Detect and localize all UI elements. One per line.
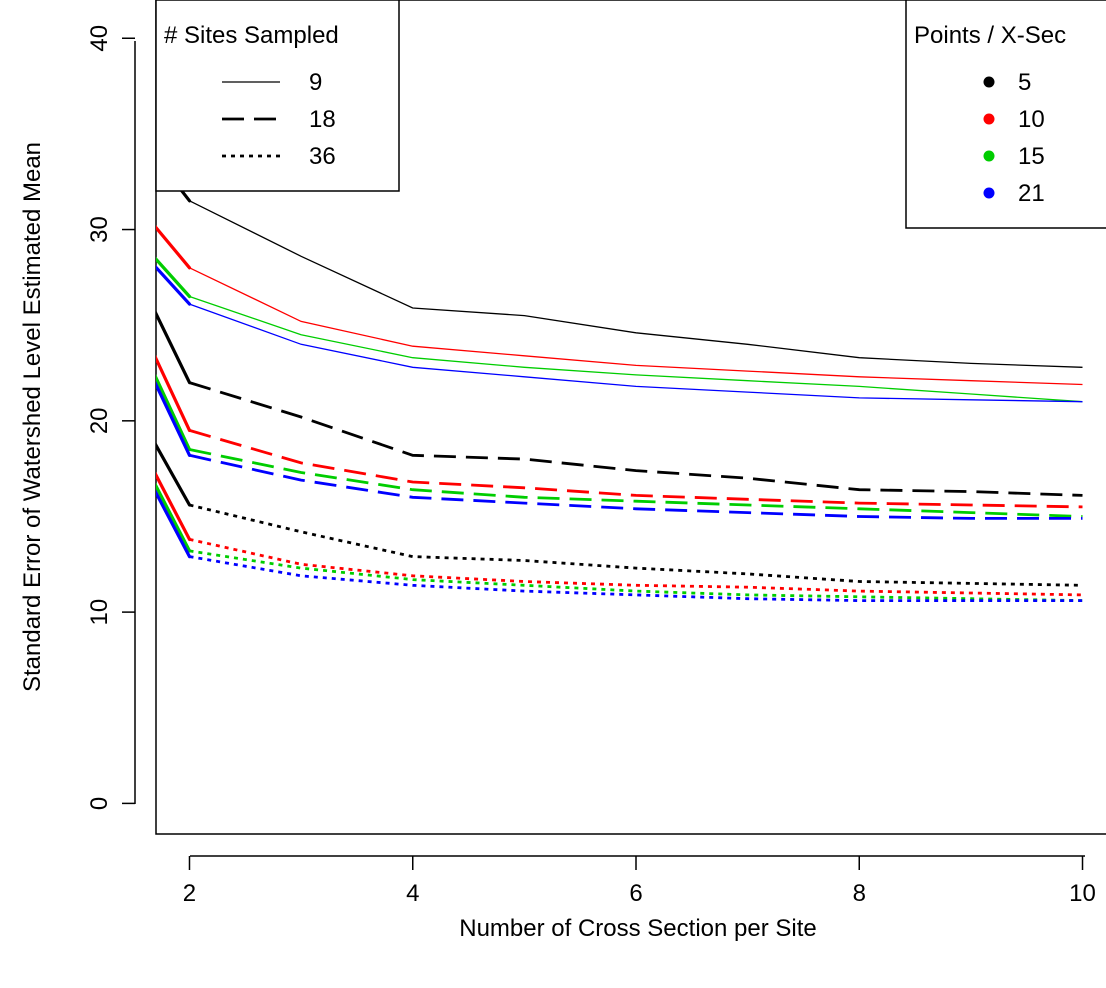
series-sites-18-points-21 [156,380,1083,520]
legend-points-box [905,0,1106,229]
legend-sites: # Sites Sampled 9 18 36 [155,0,400,192]
series-initial-segment [156,373,192,452]
legend-sites-title: # Sites Sampled [164,22,339,49]
legend-sites-label: 9 [309,69,322,96]
series-line [189,295,1083,403]
series-line [189,200,1083,368]
series-initial-segment [156,354,192,432]
y-ticks: 0 10 20 30 40 [86,25,135,810]
x-tick-label: 8 [853,880,866,907]
x-tick-label: 10 [1069,880,1096,907]
series-line [189,453,1083,520]
legend-points-label: 21 [1018,180,1045,207]
series-line [189,549,1083,602]
series-initial-segment [156,442,192,507]
x-tick-label: 4 [406,880,419,907]
legend-points: Points / X-Sec 5 10 15 21 [905,0,1106,229]
legend-sites-label: 18 [309,106,336,133]
legend-points-key-dot [983,76,995,88]
series-sites-18-points-15 [156,373,1083,518]
legend-points-entries: 5 10 15 21 [983,69,1045,207]
legend-sites-entries: 9 18 36 [222,69,336,170]
legend-points-title: Points / X-Sec [914,22,1066,49]
series-initial-segment [156,471,192,541]
y-axis: 0 10 20 30 40 [86,25,136,810]
series-line [189,429,1083,509]
series-line [189,381,1083,497]
legend-points-label: 5 [1018,69,1031,96]
y-tick-label: 20 [86,407,113,434]
series-sites-36-points-21 [156,489,1083,602]
series-line [189,503,1083,587]
series-sites-18-points-10 [156,354,1083,509]
series-line [189,303,1083,403]
x-axis: 2 4 6 8 10 [183,855,1096,907]
plot-frame [155,0,1106,835]
series-initial-segment [156,482,192,553]
series-sites-36-points-10 [156,471,1083,597]
series-initial-segment [156,380,192,457]
y-axis-title: Standard Error of Watershed Level Estima… [19,142,46,692]
series-line [189,538,1083,597]
y-tick-label: 10 [86,599,113,626]
series-sites-9-points-21 [156,264,1083,403]
y-tick-label: 30 [86,216,113,243]
legend-points-key-dot [983,113,995,125]
series-line [189,555,1083,602]
x-ticks: 2 4 6 8 10 [183,856,1096,907]
series-sites-36-points-15 [156,482,1083,602]
legend-points-label: 15 [1018,143,1045,170]
legend-sites-label: 36 [309,143,336,170]
y-tick-label: 40 [86,25,113,52]
legend-sites-box [155,0,400,192]
x-tick-label: 6 [629,880,642,907]
series-initial-segment [156,310,192,385]
series-initial-segment [156,225,192,270]
y-tick-label: 0 [86,797,113,810]
legend-points-label: 10 [1018,106,1045,133]
series-sites-36-points-5 [156,442,1083,587]
series-line [189,267,1083,386]
legend-points-key-dot [983,150,995,162]
series-initial-segment [156,489,192,559]
series-sites-9-points-15 [156,256,1083,403]
series-initial-segment [156,264,192,306]
series-initial-segment [156,256,192,299]
series-sites-9-points-10 [156,225,1083,386]
series-line [189,448,1083,518]
x-tick-label: 2 [183,880,196,907]
x-axis-title: Number of Cross Section per Site [459,915,816,942]
series-sites-18-points-5 [156,310,1083,497]
legend-points-key-dot [983,187,995,199]
